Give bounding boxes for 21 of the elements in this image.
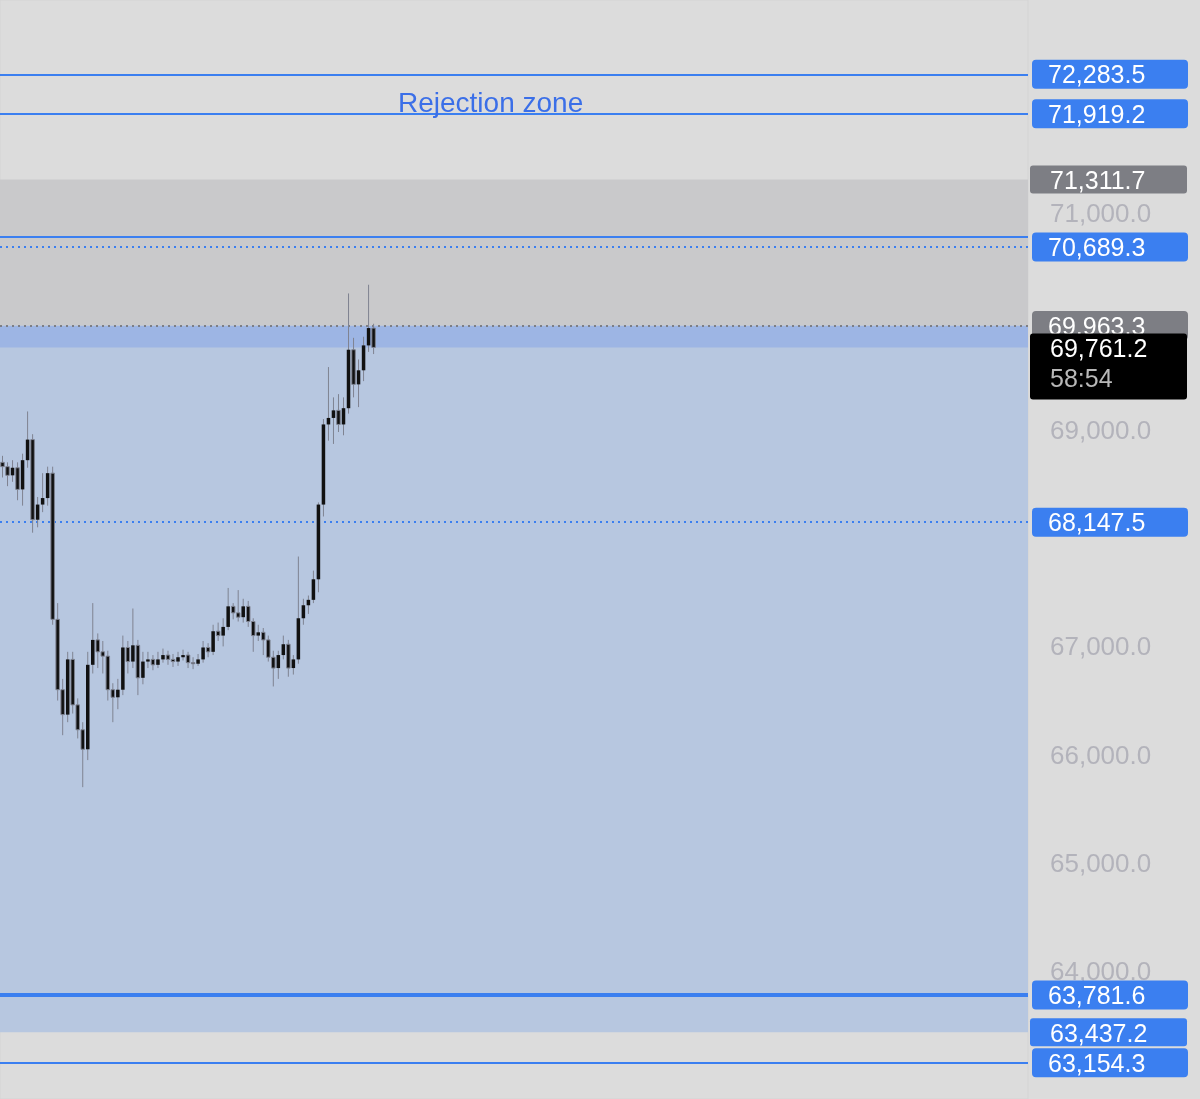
annotation: Rejection zone xyxy=(398,86,584,118)
band-label: 71,311.7 xyxy=(1050,166,1146,195)
candlestick xyxy=(235,589,241,622)
ref-line-label: 71,919.2 xyxy=(1048,99,1146,128)
candlestick xyxy=(336,393,341,433)
ref-line-label: 72,283.5 xyxy=(1048,60,1146,89)
ref-line-label: 68,147.5 xyxy=(1048,508,1146,537)
ref-line-label: 63,781.6 xyxy=(1048,980,1146,1009)
candlestick xyxy=(190,656,196,670)
candlestick xyxy=(15,461,20,501)
candlestick xyxy=(95,632,101,669)
ref-line-label: 63,154.3 xyxy=(1048,1048,1146,1077)
candlestick xyxy=(170,653,176,668)
band-label: 63,437.2 xyxy=(1050,1018,1148,1047)
candlestick xyxy=(165,650,171,666)
band-label: 69,761.2 xyxy=(1050,333,1148,362)
candlestick xyxy=(371,323,376,355)
ref-line-label: 70,689.3 xyxy=(1048,232,1146,261)
candlestick xyxy=(286,639,291,678)
text: 58:54 xyxy=(1050,363,1113,392)
candlestick xyxy=(40,472,45,513)
